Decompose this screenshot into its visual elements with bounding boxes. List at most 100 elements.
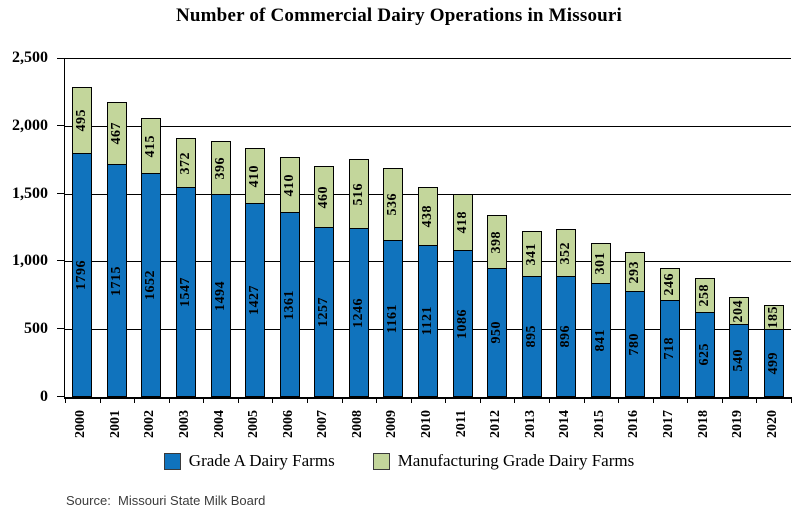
bar-2012-grade-a-segment: 950 bbox=[487, 268, 507, 397]
x-label-2016: 2016 bbox=[624, 404, 644, 444]
bar-2013-manufacturing-label: 341 bbox=[524, 242, 539, 266]
bar-2012-manufacturing-segment: 398 bbox=[487, 215, 507, 269]
legend-swatch-manufacturing bbox=[372, 452, 390, 470]
x-label-text-2006: 2006 bbox=[281, 410, 296, 438]
bar-2008-manufacturing-segment: 516 bbox=[349, 159, 369, 229]
x-label-2005: 2005 bbox=[244, 404, 264, 444]
bar-2007-grade-a-segment: 1257 bbox=[314, 227, 334, 397]
bar-2020-grade-a-label: 499 bbox=[766, 351, 781, 375]
x-label-2003: 2003 bbox=[175, 404, 195, 444]
bar-2019-manufacturing-segment: 204 bbox=[729, 297, 749, 325]
x-label-text-2012: 2012 bbox=[488, 410, 503, 438]
x-label-text-2013: 2013 bbox=[523, 410, 538, 438]
x-label-text-2001: 2001 bbox=[108, 410, 123, 438]
x-tick-6 bbox=[272, 397, 273, 403]
x-label-2010: 2010 bbox=[417, 404, 437, 444]
bar-2009-manufacturing-segment: 536 bbox=[383, 168, 403, 241]
bar-2014-manufacturing-segment: 352 bbox=[556, 229, 576, 277]
legend-label-manufacturing: Manufacturing Grade Dairy Farms bbox=[397, 451, 635, 470]
x-label-2015: 2015 bbox=[590, 404, 610, 444]
x-label-2017: 2017 bbox=[659, 404, 679, 444]
bar-2002-manufacturing-label: 415 bbox=[143, 134, 158, 158]
x-tick-14 bbox=[549, 397, 550, 403]
y-tick-label-0: 0 bbox=[40, 388, 48, 405]
bar-2002: 415 1652 bbox=[141, 118, 161, 397]
bar-2015-manufacturing-segment: 301 bbox=[591, 243, 611, 284]
x-tick-4 bbox=[203, 397, 204, 403]
legend-item-manufacturing: Manufacturing Grade Dairy Farms bbox=[372, 451, 635, 471]
bar-2006-manufacturing-segment: 410 bbox=[280, 157, 300, 213]
bar-2017: 246 718 bbox=[660, 268, 680, 397]
x-label-2009: 2009 bbox=[382, 404, 402, 444]
bar-2000-grade-a-label: 1796 bbox=[74, 260, 89, 290]
bar-2007-grade-a-label: 1257 bbox=[316, 297, 331, 327]
bar-2015-grade-a-segment: 841 bbox=[591, 283, 611, 397]
bar-2005-manufacturing-segment: 410 bbox=[245, 148, 265, 204]
bar-2015-manufacturing-label: 301 bbox=[593, 252, 608, 275]
bar-2003-grade-a-label: 1547 bbox=[178, 277, 193, 307]
bar-2002-grade-a-label: 1652 bbox=[143, 270, 158, 300]
x-label-text-2010: 2010 bbox=[419, 410, 434, 438]
x-label-text-2017: 2017 bbox=[661, 410, 676, 438]
bar-2008-grade-a-label: 1246 bbox=[351, 297, 366, 328]
x-tick-7 bbox=[307, 397, 308, 403]
bar-2015-grade-a-label: 841 bbox=[593, 328, 608, 352]
bar-2010-grade-a-label: 1121 bbox=[420, 306, 435, 336]
bar-2001-manufacturing-label: 467 bbox=[109, 122, 124, 145]
legend: Grade A Dairy Farms Manufacturing Grade … bbox=[0, 451, 798, 471]
x-label-text-2002: 2002 bbox=[142, 410, 157, 438]
bar-2020-grade-a-segment: 499 bbox=[764, 329, 784, 397]
bar-2014-grade-a-label: 896 bbox=[558, 325, 573, 348]
bar-2009-grade-a-label: 1161 bbox=[385, 303, 400, 334]
x-label-2000: 2000 bbox=[71, 404, 91, 444]
x-label-2013: 2013 bbox=[521, 404, 541, 444]
x-label-2019: 2019 bbox=[728, 404, 748, 444]
bar-2020-manufacturing-segment: 185 bbox=[764, 305, 784, 330]
legend-item-grade-a: Grade A Dairy Farms bbox=[163, 451, 335, 471]
y-tick-1,500 bbox=[57, 193, 65, 194]
bar-2018-manufacturing-label: 258 bbox=[697, 284, 712, 307]
bar-2014-grade-a-segment: 896 bbox=[556, 276, 576, 397]
bar-2012-manufacturing-label: 398 bbox=[489, 230, 504, 254]
bar-2001-manufacturing-segment: 467 bbox=[107, 102, 127, 165]
bar-2000-manufacturing-label: 495 bbox=[74, 109, 89, 132]
x-label-2006: 2006 bbox=[279, 404, 299, 444]
x-label-2018: 2018 bbox=[694, 404, 714, 444]
legend-swatch-grade-a bbox=[163, 452, 181, 470]
x-tick-20 bbox=[756, 397, 757, 403]
bar-2011: 418 1086 bbox=[453, 194, 473, 397]
x-label-2011: 2011 bbox=[452, 404, 472, 444]
gridline-2500 bbox=[65, 58, 791, 59]
bar-2009: 536 1161 bbox=[383, 168, 403, 397]
x-label-text-2009: 2009 bbox=[384, 410, 399, 438]
bar-2017-manufacturing-label: 246 bbox=[662, 273, 677, 296]
bar-2010-manufacturing-segment: 438 bbox=[418, 187, 438, 246]
x-tick-15 bbox=[584, 397, 585, 403]
bar-2002-manufacturing-segment: 415 bbox=[141, 118, 161, 174]
x-tick-0 bbox=[65, 397, 66, 403]
x-tick-10 bbox=[411, 397, 412, 403]
bar-2017-grade-a-label: 718 bbox=[662, 337, 677, 360]
legend-label-grade-a: Grade A Dairy Farms bbox=[188, 451, 335, 470]
bar-2016-manufacturing-label: 293 bbox=[627, 260, 642, 284]
x-label-text-2004: 2004 bbox=[212, 410, 227, 438]
bar-2011-grade-a-label: 1086 bbox=[455, 308, 470, 339]
bar-2005: 410 1427 bbox=[245, 148, 265, 397]
x-label-2008: 2008 bbox=[348, 404, 368, 444]
bar-2001: 467 1715 bbox=[107, 102, 127, 397]
bar-2014: 352 896 bbox=[556, 229, 576, 397]
bar-2010-grade-a-segment: 1121 bbox=[418, 245, 438, 397]
bar-2006-grade-a-label: 1361 bbox=[282, 289, 297, 320]
bar-2001-grade-a-segment: 1715 bbox=[107, 164, 127, 397]
bar-2015: 301 841 bbox=[591, 243, 611, 397]
bar-2003-manufacturing-segment: 372 bbox=[176, 138, 196, 188]
y-tick-2,500 bbox=[57, 58, 65, 59]
bar-2018-grade-a-segment: 625 bbox=[695, 312, 715, 397]
bar-2006: 410 1361 bbox=[280, 157, 300, 397]
y-tick-label-2,500: 2,500 bbox=[12, 49, 48, 66]
y-tick-label-2,000: 2,000 bbox=[12, 117, 48, 134]
x-tick-19 bbox=[722, 397, 723, 403]
x-tick-11 bbox=[445, 397, 446, 403]
bar-2000-manufacturing-segment: 495 bbox=[72, 87, 92, 154]
y-tick-1,000 bbox=[57, 260, 65, 261]
